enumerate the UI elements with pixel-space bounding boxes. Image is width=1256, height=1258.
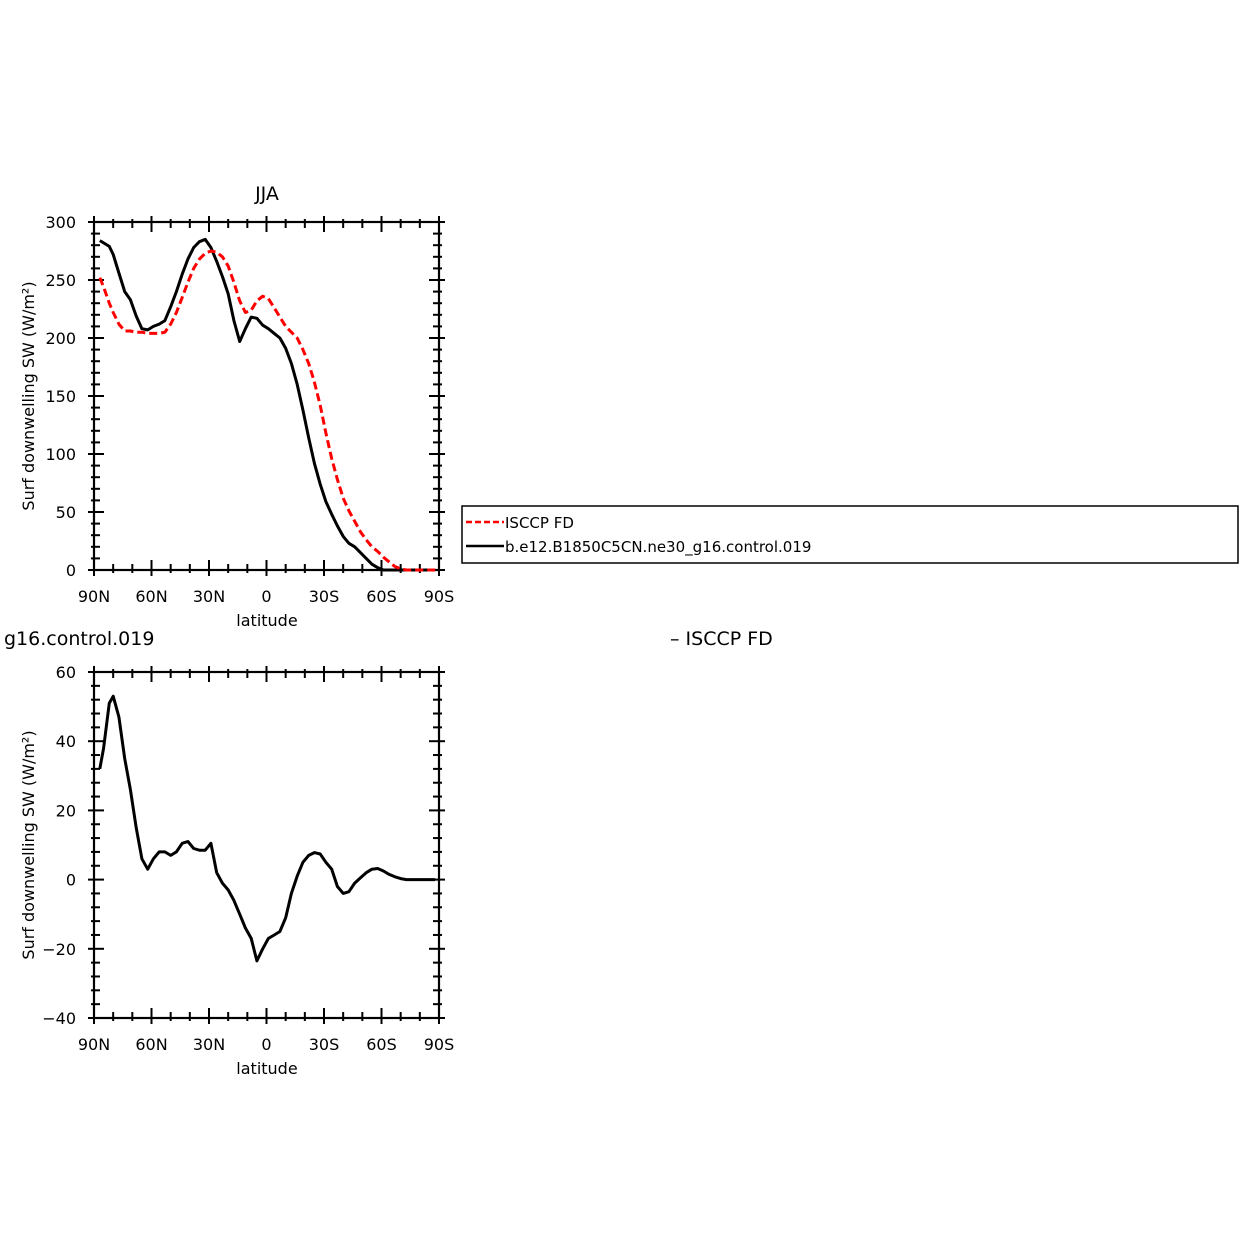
series-lines [98,694,436,963]
x-tick-label: 90N [78,587,110,606]
x-tick-label: 0 [261,1035,271,1054]
y-tick-label: 0 [66,871,76,890]
x-axis-label: latitude [236,1059,297,1078]
legend-box [461,505,1239,564]
x-axis-label: latitude [236,611,297,630]
x-tick-labels: 90N 60N 30N 0 30S 60S 90S [78,1035,454,1054]
y-tick-label: 50 [56,503,76,522]
y-tick-label: 250 [45,271,76,290]
series-lines [98,237,436,572]
x-tick-label: 90S [424,587,455,606]
x-tick-label: 90S [424,1035,455,1054]
y-tick-label: 100 [45,445,76,464]
y-tick-label: 150 [45,387,76,406]
x-tick-labels: 90N 60N 30N 0 30S 60S 90S [78,587,454,606]
y-tick-label: −20 [42,940,76,959]
series-line-1 [98,249,436,572]
x-tick-label: 0 [261,587,271,606]
y-tick-label: −40 [42,1009,76,1028]
y-axis-label: Surf downwelling SW (W/m²) [19,281,38,510]
difference-title-left: g16.control.019 [4,628,154,650]
x-tick-label: 60S [366,1035,397,1054]
bottom-panel: g16.control.019 – ISCCP FD −40 −20 0 20 40 60… [4,628,773,1078]
y-tick-label: 40 [56,732,76,751]
y-tick-label: 200 [45,329,76,348]
legend-label-model: b.e12.B1850C5CN.ne30_g16.control.019 [505,538,811,557]
x-tick-label: 30N [193,1035,225,1054]
plot-frame [92,220,441,572]
chart-title: JJA [254,183,279,205]
x-tick-label: 60S [366,587,397,606]
legend: ISCCP FD b.e12.B1850C5CN.ne30_g16.contro… [461,505,1239,564]
y-tick-labels: −40 −20 0 20 40 60 [42,663,76,1028]
y-tick-label: 300 [45,213,76,232]
x-tick-label: 30S [309,1035,340,1054]
x-tick-label: 60N [135,587,167,606]
y-tick-label: 0 [66,561,76,580]
plot-frame [92,670,441,1020]
y-tick-labels: 0 50 100 150 200 250 300 [45,213,76,580]
x-tick-label: 90N [78,1035,110,1054]
x-tick-label: 30S [309,587,340,606]
tick-marks [88,216,445,576]
y-tick-label: 60 [56,663,76,682]
x-tick-label: 30N [193,587,225,606]
series-line-1 [98,694,436,963]
y-tick-label: 20 [56,801,76,820]
y-axis-label: Surf downwelling SW (W/m²) [19,730,38,959]
legend-label-isccp: ISCCP FD [505,514,574,532]
x-tick-label: 60N [135,1035,167,1054]
difference-title-right: – ISCCP FD [670,628,773,650]
series-line-2 [99,237,436,572]
tick-marks [88,666,445,1024]
